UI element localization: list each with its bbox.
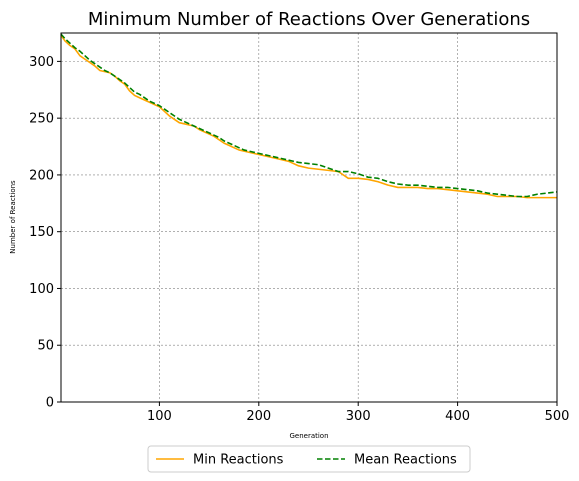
x-tick-label: 200 [246,409,271,424]
series-line-mean-reactions [60,33,558,198]
series-line-min-reactions [60,34,557,199]
y-tick-label: 50 [37,339,54,354]
y-axis-label: Number of Reactions [9,180,17,254]
chart-title: Minimum Number of Reactions Over Generat… [88,9,530,30]
plot-frame [60,32,558,403]
ticks: 100 200 300 400 500 0 50 100 150 200 250 300 [29,55,569,424]
y-tick-label: 250 [29,112,54,127]
legend: Min Reactions Mean Reactions [147,445,471,473]
y-tick-label: 300 [29,55,54,70]
y-tick-label: 0 [46,396,54,411]
legend-label: Min Reactions [193,453,284,468]
x-axis-label: Generation [289,432,328,440]
legend-box [147,445,471,473]
y-tick-label: 150 [29,225,54,240]
grid [61,33,558,403]
x-tick-label: 100 [147,409,172,424]
x-tick-label: 300 [346,409,371,424]
series-layer [60,33,558,199]
y-tick-label: 200 [29,168,54,183]
y-tick-label: 100 [29,282,54,297]
legend-label: Mean Reactions [354,453,457,468]
x-tick-label: 400 [445,409,470,424]
x-tick-label: 500 [545,409,570,424]
